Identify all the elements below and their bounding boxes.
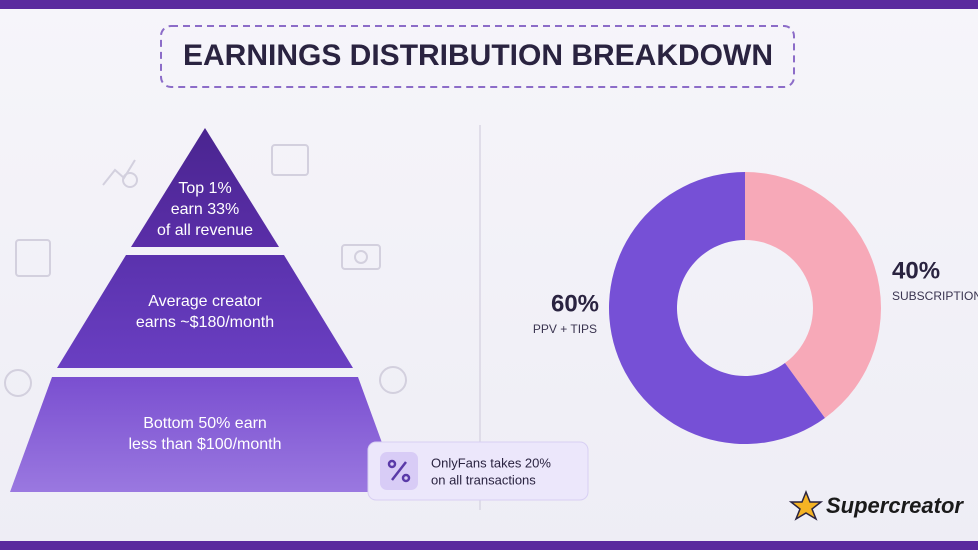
donut-chart: 40% SUBSCRIPTIONS 60% PPV + TIPS bbox=[533, 172, 978, 445]
tier-text: of all revenue bbox=[157, 222, 253, 239]
category-label: SUBSCRIPTIONS bbox=[892, 289, 978, 303]
pyramid-tier bbox=[57, 255, 353, 368]
tier-text: less than $100/month bbox=[129, 436, 282, 453]
tier-text: Bottom 50% earn bbox=[143, 415, 267, 432]
note-text: on all transactions bbox=[431, 472, 536, 487]
value-label: 40% bbox=[892, 257, 940, 284]
brand-name: Supercreator bbox=[826, 493, 964, 518]
title: EARNINGS DISTRIBUTION BREAKDOWN bbox=[183, 39, 773, 72]
decor-icons bbox=[4, 144, 407, 397]
note-card bbox=[367, 441, 589, 501]
tier-text: Top 1% bbox=[178, 180, 231, 197]
brand-logo bbox=[788, 489, 824, 521]
tier-text: earns ~$180/month bbox=[136, 314, 274, 331]
top-border bbox=[0, 0, 978, 9]
category-label: PPV + TIPS bbox=[533, 322, 597, 336]
donut-segment bbox=[608, 172, 825, 445]
pyramid-tier bbox=[131, 128, 279, 247]
tier-text: earn 33% bbox=[171, 201, 240, 218]
pyramid-tier bbox=[10, 377, 400, 492]
tier-text: Average creator bbox=[148, 293, 262, 310]
value-label: 60% bbox=[551, 290, 599, 317]
bottom-border bbox=[0, 541, 978, 550]
donut-segment bbox=[745, 172, 881, 419]
percent-glyph bbox=[387, 459, 411, 483]
note-text: OnlyFans takes 20% bbox=[431, 455, 551, 470]
title-frame bbox=[160, 25, 795, 88]
